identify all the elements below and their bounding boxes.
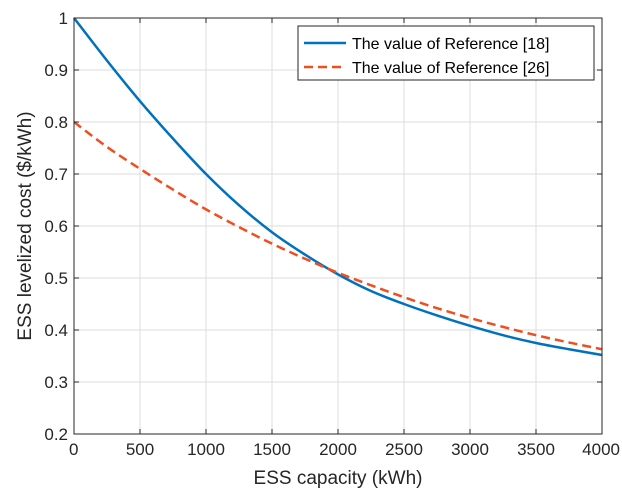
x-tick-labels: 0 500 1000 1500 2000 2500 3000 3500 4000 — [69, 440, 620, 459]
y-tick-label: 0.5 — [44, 269, 68, 288]
x-tick-label: 1000 — [187, 440, 225, 459]
y-tick-labels: 0.2 0.3 0.4 0.5 0.6 0.7 0.8 0.9 1 — [44, 9, 68, 444]
legend-entry-ref26: The value of Reference [26] — [352, 60, 549, 77]
tick-marks — [73, 17, 603, 435]
y-tick-label: 0.8 — [44, 113, 68, 132]
x-tick-label: 1500 — [253, 440, 291, 459]
y-tick-label: 0.2 — [44, 425, 68, 444]
legend: The value of Reference [18] The value of… — [297, 25, 595, 81]
x-tick-label: 2500 — [385, 440, 423, 459]
x-tick-label: 0 — [69, 440, 78, 459]
y-tick-label: 1 — [59, 9, 68, 28]
y-tick-label: 0.3 — [44, 373, 68, 392]
x-tick-label: 2000 — [319, 440, 357, 459]
y-axis-label: ESS levelized cost ($/kWh) — [15, 111, 36, 340]
legend-box — [297, 25, 595, 81]
x-tick-label: 3000 — [451, 440, 489, 459]
legend-entry-ref18: The value of Reference [18] — [352, 36, 549, 53]
series-group — [73, 17, 603, 357]
series-line-0 — [73, 17, 603, 357]
x-axis-label: ESS capacity (kWh) — [254, 468, 423, 489]
y-tick-label: 0.6 — [44, 217, 68, 236]
x-tick-label: 3500 — [517, 440, 555, 459]
y-tick-label: 0.9 — [44, 61, 68, 80]
x-tick-label: 500 — [126, 440, 154, 459]
y-tick-label: 0.7 — [44, 165, 68, 184]
y-tick-label: 0.4 — [44, 321, 68, 340]
x-tick-label: 4000 — [582, 440, 620, 459]
